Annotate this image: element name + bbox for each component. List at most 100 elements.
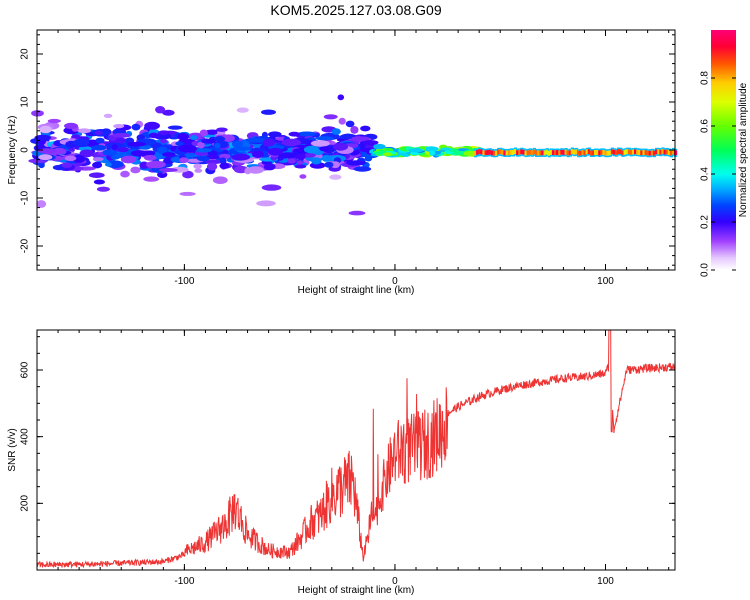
heatmap-cell <box>199 129 208 137</box>
heatmap-cell <box>103 113 113 118</box>
heatmap-cell <box>642 148 646 151</box>
heatmap-cell <box>408 148 424 153</box>
heatmap-cell <box>549 149 553 155</box>
heatmap-cell <box>547 149 551 151</box>
heatmap-cell <box>575 149 579 155</box>
spectrogram-x-label: Height of straight line (km) <box>298 285 415 296</box>
spectrogram-heatmap <box>28 94 678 216</box>
heatmap-cell <box>621 150 625 156</box>
heatmap-cell <box>554 148 558 151</box>
heatmap-cell <box>212 176 228 184</box>
heatmap-cell <box>288 131 301 137</box>
heatmap-cell <box>640 150 644 156</box>
heatmap-cell <box>522 148 526 150</box>
heatmap-cell <box>315 136 334 141</box>
heatmap-cell <box>671 149 676 155</box>
heatmap-cell <box>474 150 478 156</box>
heatmap-cell <box>127 141 147 147</box>
heatmap-cell <box>541 155 545 157</box>
heatmap-cell <box>353 166 372 172</box>
heatmap-cell <box>262 138 276 147</box>
heatmap-cell <box>627 149 631 155</box>
heatmap-cell <box>606 155 610 158</box>
heatmap-cell <box>602 148 606 150</box>
heatmap-cell <box>659 149 663 155</box>
heatmap-cell <box>346 160 366 166</box>
heatmap-cell <box>594 148 598 150</box>
colorbar: 0.0 0.2 0.4 0.6 0.8 Normalized spectral ampl… <box>700 30 749 277</box>
heatmap-cell <box>631 154 636 157</box>
heatmap-cell <box>194 168 203 173</box>
heatmap-cell <box>182 170 194 179</box>
snr-frame <box>36 329 676 571</box>
heatmap-cell <box>644 155 648 157</box>
heatmap-cell <box>541 148 545 151</box>
heatmap-cell <box>311 157 322 165</box>
heatmap-cell <box>518 154 522 157</box>
heatmap-cell <box>539 150 543 156</box>
heatmap-cell <box>522 154 526 157</box>
heatmap-cell <box>34 134 51 141</box>
heatmap-cell <box>583 155 587 157</box>
heatmap-cell <box>490 148 494 151</box>
heatmap-cell <box>577 149 581 151</box>
heatmap-cell <box>636 148 640 150</box>
heatmap-cell <box>579 155 583 158</box>
heatmap-cell <box>528 154 532 157</box>
heatmap-cell <box>674 155 678 157</box>
heatmap-cell <box>619 154 623 156</box>
snr-y-label: SNR (v/v) <box>7 428 18 471</box>
heatmap-cell <box>577 150 581 156</box>
heatmap-cell <box>560 154 564 157</box>
heatmap-cell <box>231 140 244 149</box>
heatmap-cell <box>93 179 105 185</box>
heatmap-cell <box>95 137 105 144</box>
heatmap-cell <box>497 154 501 156</box>
x-tick-label: 0 <box>392 276 398 287</box>
heatmap-cell <box>566 150 570 156</box>
heatmap-cell <box>520 147 524 150</box>
heatmap-cell <box>499 147 503 150</box>
heatmap-cell <box>596 150 600 155</box>
heatmap-cell <box>598 150 602 156</box>
heatmap-cell <box>281 138 302 147</box>
heatmap-cell <box>236 107 249 113</box>
heatmap-cell <box>594 150 598 155</box>
heatmap-cell <box>669 155 673 158</box>
heatmap-cell <box>190 135 198 141</box>
heatmap-cell <box>350 136 370 142</box>
heatmap-cell <box>486 148 490 150</box>
heatmap-cell <box>530 148 534 151</box>
heatmap-cell <box>659 154 663 157</box>
heatmap-cell <box>476 155 480 157</box>
heatmap-cell <box>549 148 553 150</box>
heatmap-cell <box>323 114 338 120</box>
heatmap-cell <box>478 149 482 154</box>
heatmap-cell <box>648 150 652 156</box>
heatmap-cell <box>158 168 178 172</box>
heatmap-cell <box>526 155 530 157</box>
heatmap-cell <box>503 149 507 151</box>
heatmap-cell <box>524 150 528 156</box>
heatmap-cell <box>539 148 543 151</box>
heatmap-cell <box>615 148 619 151</box>
heatmap-cell <box>585 147 589 150</box>
heatmap-cell <box>663 148 667 150</box>
heatmap-cell <box>608 150 612 156</box>
snr-y-ticks: 200 400 600 <box>20 336 675 571</box>
heatmap-cell <box>627 147 631 150</box>
heatmap-cell <box>636 154 640 157</box>
heatmap-cell <box>397 151 409 156</box>
heatmap-cell <box>507 148 511 151</box>
heatmap-cell <box>581 154 585 157</box>
heatmap-cell <box>634 147 638 150</box>
heatmap-cell <box>162 109 175 116</box>
heatmap-cell <box>520 154 524 156</box>
heatmap-cell <box>47 118 61 124</box>
heatmap-cell <box>665 154 669 156</box>
colorbar-tick-label: 0.2 <box>700 215 711 229</box>
heatmap-cell <box>556 150 560 155</box>
heatmap-cell <box>551 148 556 151</box>
heatmap-cell <box>558 150 562 156</box>
heatmap-cell <box>587 149 591 154</box>
